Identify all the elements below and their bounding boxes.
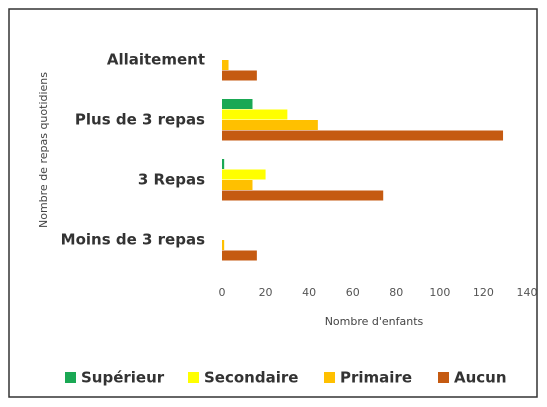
x-tick-label: 0 [219,286,226,299]
x-axis-title: Nombre d'enfants [325,315,424,328]
legend-swatch [188,372,199,383]
x-tick-label: 20 [259,286,273,299]
bar [222,180,253,190]
bar [222,240,225,250]
legend-label: Secondaire [204,369,298,387]
y-tick-label: Allaitement [107,51,205,69]
legend-swatch [324,372,335,383]
bar [222,190,384,201]
y-tick-label: 3 Repas [138,171,205,189]
legend-swatch [438,372,449,383]
bar [222,159,225,169]
x-tick-label: 120 [473,286,494,299]
bar [222,250,257,261]
x-tick-label: 60 [346,286,360,299]
legend-label: Aucun [454,369,507,387]
legend-swatch [65,372,76,383]
bar [222,60,229,70]
bar [222,99,253,109]
y-tick-label: Moins de 3 repas [61,231,205,249]
y-tick-label: Plus de 3 repas [75,111,205,129]
x-tick-label: 80 [389,286,403,299]
chart-frame [8,8,538,398]
x-tick-label: 140 [517,286,538,299]
bar [222,109,288,120]
y-axis-title: Nombre de repas quotidiens [37,72,50,228]
bar [222,130,504,141]
legend-label: Supérieur [81,369,165,387]
x-tick-label: 100 [429,286,450,299]
bar [222,70,257,81]
bar [222,120,318,130]
legend-label: Primaire [340,369,412,387]
bar [222,169,266,180]
x-tick-label: 40 [302,286,316,299]
